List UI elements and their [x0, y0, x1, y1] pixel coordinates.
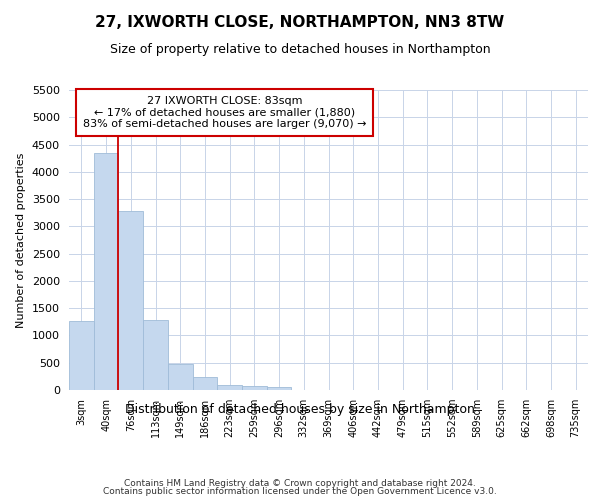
Text: 27, IXWORTH CLOSE, NORTHAMPTON, NN3 8TW: 27, IXWORTH CLOSE, NORTHAMPTON, NN3 8TW	[95, 15, 505, 30]
Bar	[193, 378, 217, 390]
Bar	[143, 320, 168, 390]
Text: Size of property relative to detached houses in Northampton: Size of property relative to detached ho…	[110, 42, 490, 56]
Bar	[242, 386, 267, 390]
Bar	[118, 211, 143, 390]
Bar	[217, 384, 242, 390]
Bar	[94, 152, 118, 390]
Text: 27 IXWORTH CLOSE: 83sqm
← 17% of detached houses are smaller (1,880)
83% of semi: 27 IXWORTH CLOSE: 83sqm ← 17% of detache…	[83, 96, 367, 129]
Bar	[267, 387, 292, 390]
Text: Distribution of detached houses by size in Northampton: Distribution of detached houses by size …	[125, 402, 475, 415]
Text: Contains public sector information licensed under the Open Government Licence v3: Contains public sector information licen…	[103, 487, 497, 496]
Bar	[168, 364, 193, 390]
Y-axis label: Number of detached properties: Number of detached properties	[16, 152, 26, 328]
Bar	[69, 320, 94, 390]
Text: Contains HM Land Registry data © Crown copyright and database right 2024.: Contains HM Land Registry data © Crown c…	[124, 478, 476, 488]
